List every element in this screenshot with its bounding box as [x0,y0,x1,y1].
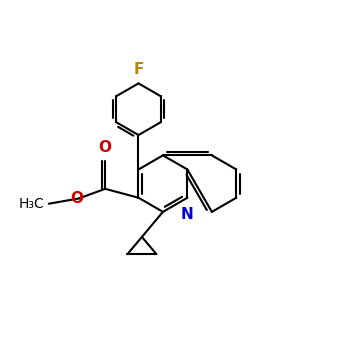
Text: O: O [70,191,83,206]
Text: N: N [181,208,194,222]
Text: O: O [99,140,112,155]
Text: F: F [133,62,143,77]
Text: H₃C: H₃C [19,197,45,211]
